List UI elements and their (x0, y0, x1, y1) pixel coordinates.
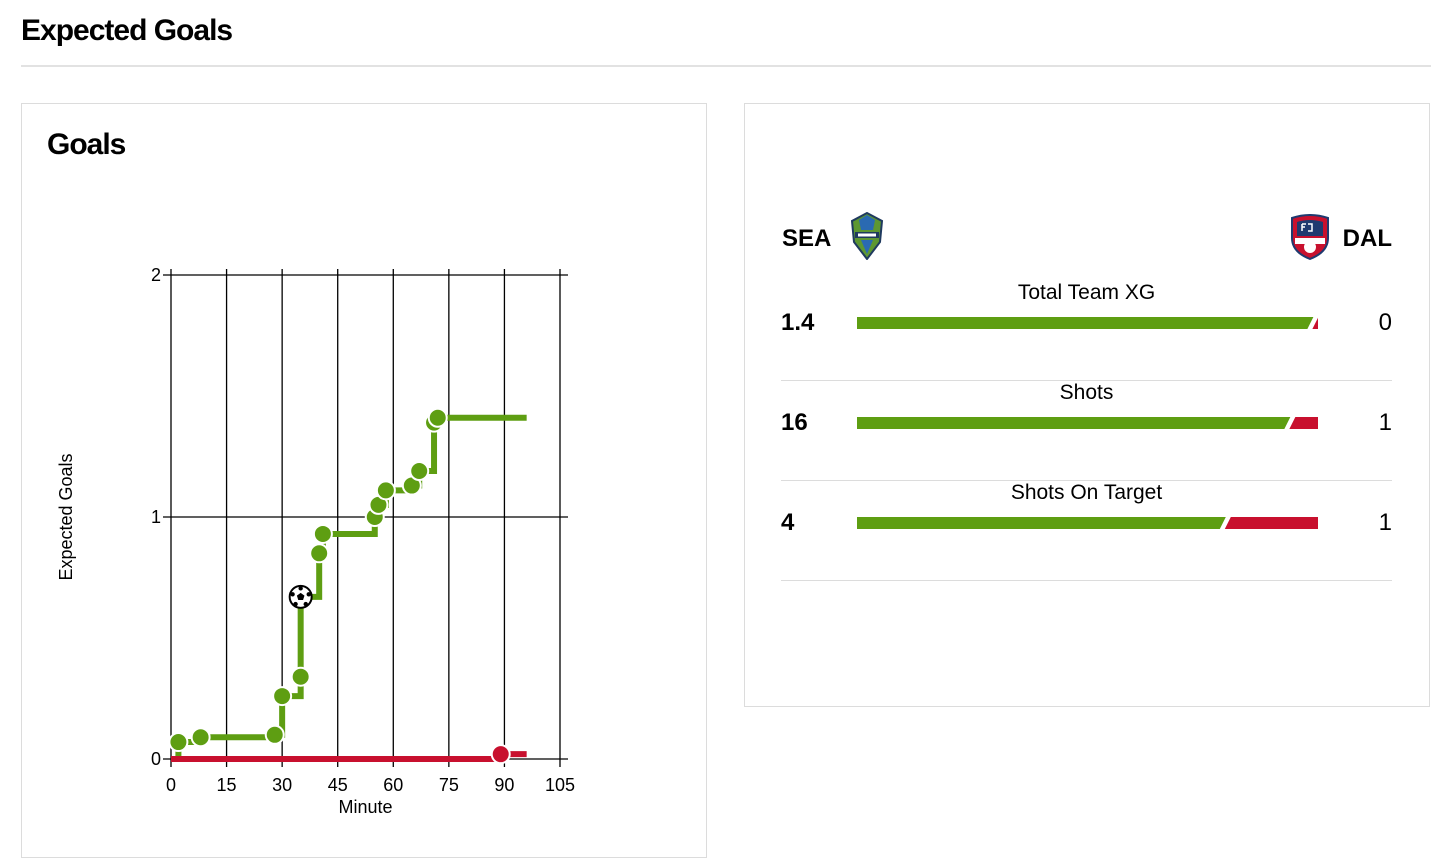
goal-ball-marker (288, 584, 313, 609)
shot-marker (290, 666, 311, 687)
y-axis-label: Expected Goals (56, 453, 76, 580)
stat-row-shots: Shots 16 1 (781, 381, 1392, 481)
shot-marker (309, 543, 330, 564)
shot-marker (168, 732, 189, 753)
stat-row-shots-on-target: Shots On Target 4 1 (781, 481, 1392, 581)
stat-home-value: 1.4 (781, 309, 815, 336)
stat-bar (857, 417, 1318, 429)
stat-away-value: 1 (1378, 409, 1392, 436)
stat-home-value: 4 (781, 509, 795, 536)
xg-timeline-chart: 0 15 30 45 60 75 90 105 0 1 2 Minute Expected Goals (56, 265, 575, 817)
seattle-sounders-crest-icon (850, 212, 884, 260)
y-tick-label: 1 (151, 507, 161, 527)
ball-patch (298, 586, 303, 591)
shot-marker (490, 744, 511, 765)
away-share-bar (1312, 317, 1318, 329)
shot-marker (409, 461, 430, 482)
stat-away-value: 1 (1378, 509, 1392, 536)
series-line-sea (171, 414, 527, 762)
home-share-bar (857, 317, 1314, 329)
shot-marker (272, 686, 293, 707)
ball-patch (293, 601, 298, 607)
shot-marker (264, 724, 285, 745)
page-title: Expected Goals (21, 14, 233, 47)
ball-patch (306, 592, 311, 597)
x-tick-label: 105 (545, 775, 575, 795)
stat-bar (857, 517, 1318, 529)
shot-marker (427, 407, 448, 428)
stat-bar (857, 317, 1318, 329)
home-team-name: SEA (782, 225, 832, 252)
away-team-name: DAL (1342, 225, 1392, 252)
away-share-bar (1289, 417, 1318, 429)
panel-title: Goals (47, 128, 126, 161)
x-tick-label: 15 (217, 775, 237, 795)
away-share-bar (1224, 517, 1318, 529)
fc-dallas-crest-icon (1291, 214, 1329, 260)
x-axis-label: Minute (338, 797, 392, 817)
y-tick-label: 2 (151, 265, 161, 285)
stat-label: Shots (1059, 381, 1114, 404)
stat-away-value: 0 (1378, 309, 1392, 336)
home-share-bar (857, 517, 1226, 529)
title-divider (21, 65, 1431, 67)
x-tick-label: 30 (272, 775, 292, 795)
x-tick-label: 45 (328, 775, 348, 795)
stat-label: Total Team XG (1017, 281, 1156, 304)
x-tick-label: 60 (383, 775, 403, 795)
goals-chart-panel: Goals 0 15 30 45 60 75 90 105 0 1 2 Minute Expected … (21, 103, 707, 858)
shot-marker (312, 523, 333, 544)
shot-marker (190, 727, 211, 748)
stat-home-value: 16 (781, 409, 808, 436)
shot-marker (375, 480, 396, 501)
team-comparison-panel: SEA DAL Total Team XG 1.4 0 Shots 16 1 S… (744, 103, 1430, 707)
stat-row-total-xg: Total Team XG 1.4 0 (781, 281, 1392, 381)
x-tick-label: 0 (166, 775, 176, 795)
ball-patch (290, 592, 295, 597)
x-tick-label: 90 (494, 775, 514, 795)
ball-patch (296, 592, 305, 601)
x-tick-label: 75 (439, 775, 459, 795)
stat-label: Shots On Target (1010, 481, 1163, 504)
home-share-bar (857, 417, 1291, 429)
ball-patch (303, 601, 308, 607)
y-tick-label: 0 (151, 749, 161, 769)
series-line-dal (171, 751, 527, 762)
